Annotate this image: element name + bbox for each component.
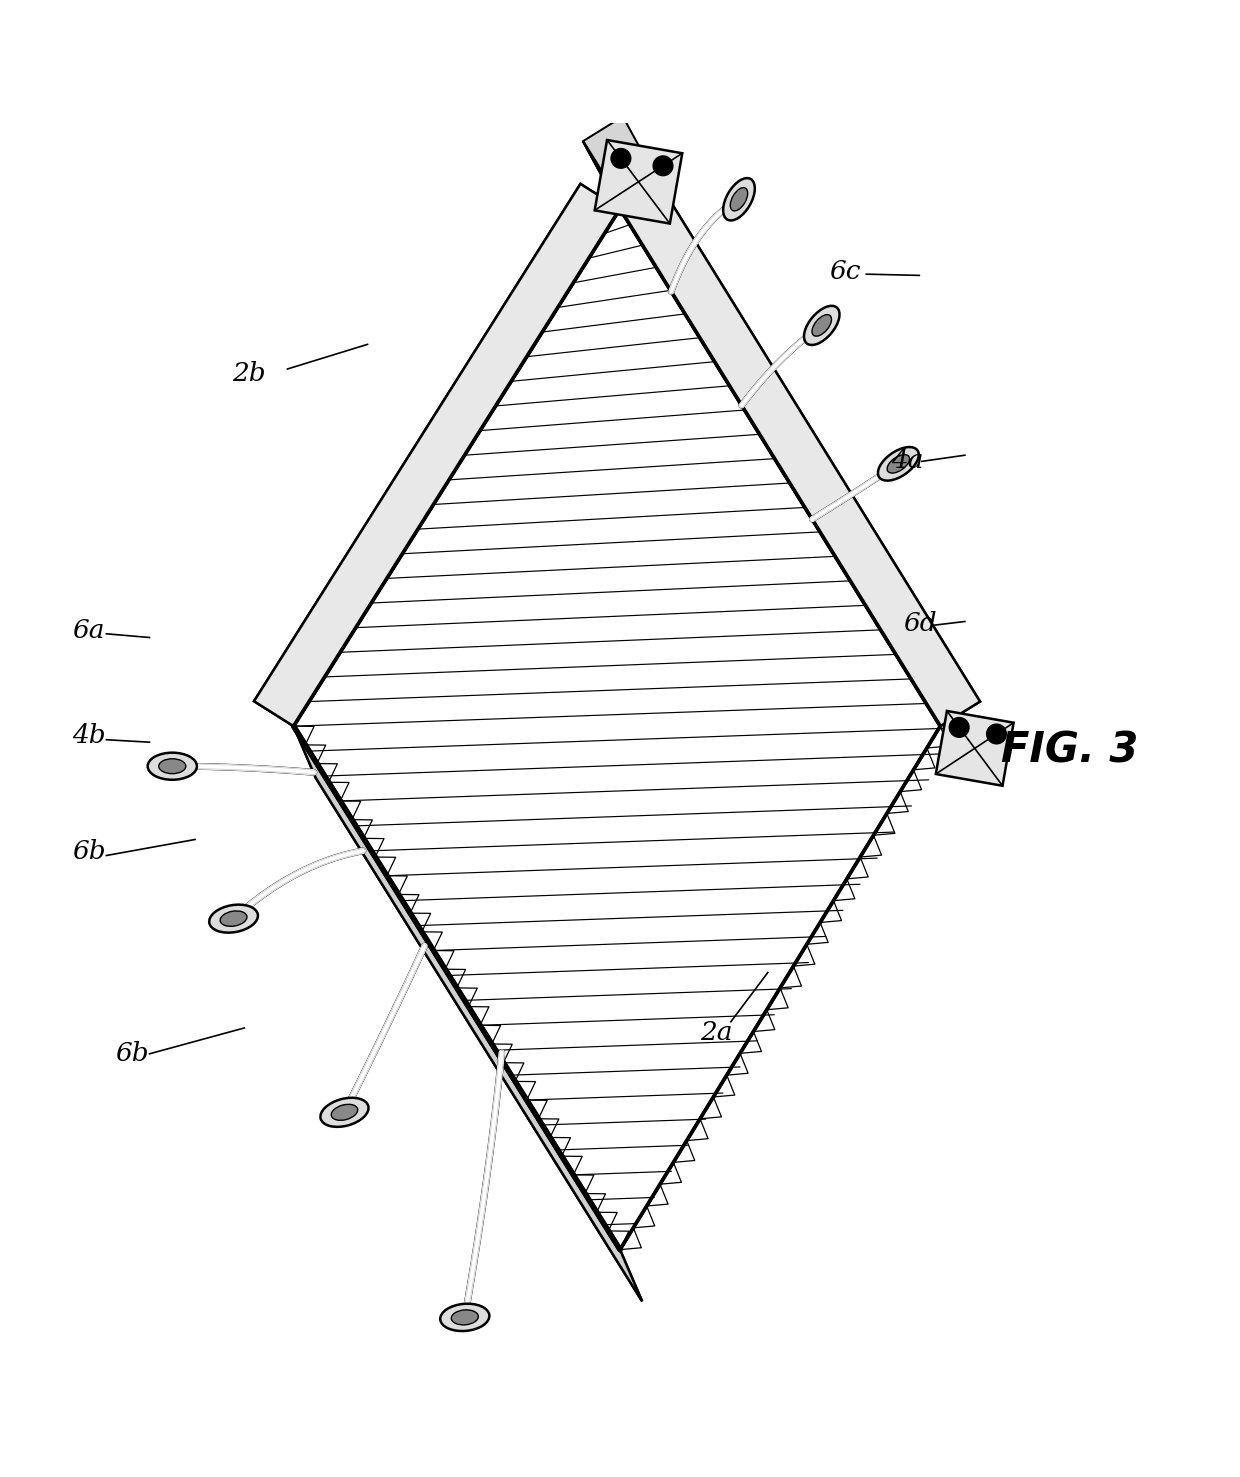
Circle shape [987,724,1007,744]
Circle shape [653,157,673,176]
Text: 6b: 6b [115,1041,149,1066]
Text: 2b: 2b [232,362,265,387]
Ellipse shape [440,1304,490,1331]
Ellipse shape [451,1310,479,1325]
Ellipse shape [221,911,247,926]
Polygon shape [294,727,642,1301]
Polygon shape [254,185,620,727]
Polygon shape [620,185,980,727]
Circle shape [611,149,631,168]
Ellipse shape [159,759,186,774]
Polygon shape [583,117,660,208]
Ellipse shape [210,904,258,932]
Ellipse shape [331,1105,357,1121]
Polygon shape [583,142,940,727]
Circle shape [950,718,968,737]
Text: 4a: 4a [892,448,924,473]
Text: 6d: 6d [903,611,937,637]
Polygon shape [620,185,980,727]
Text: 6a: 6a [72,617,104,642]
Polygon shape [254,185,620,727]
Text: 2a: 2a [701,1021,733,1046]
Ellipse shape [723,179,755,220]
Polygon shape [583,142,940,727]
Ellipse shape [148,753,197,780]
Ellipse shape [804,306,839,346]
Ellipse shape [320,1097,368,1127]
Text: 6c: 6c [830,258,861,284]
Polygon shape [294,727,642,1301]
Ellipse shape [878,448,919,480]
Polygon shape [595,140,682,223]
Ellipse shape [887,455,910,473]
Text: FIG. 3: FIG. 3 [1001,730,1138,772]
Polygon shape [294,208,940,1250]
Text: 6b: 6b [72,839,105,864]
Ellipse shape [812,315,832,337]
Ellipse shape [730,188,748,211]
Text: 4b: 4b [72,724,105,749]
Polygon shape [936,710,1013,786]
